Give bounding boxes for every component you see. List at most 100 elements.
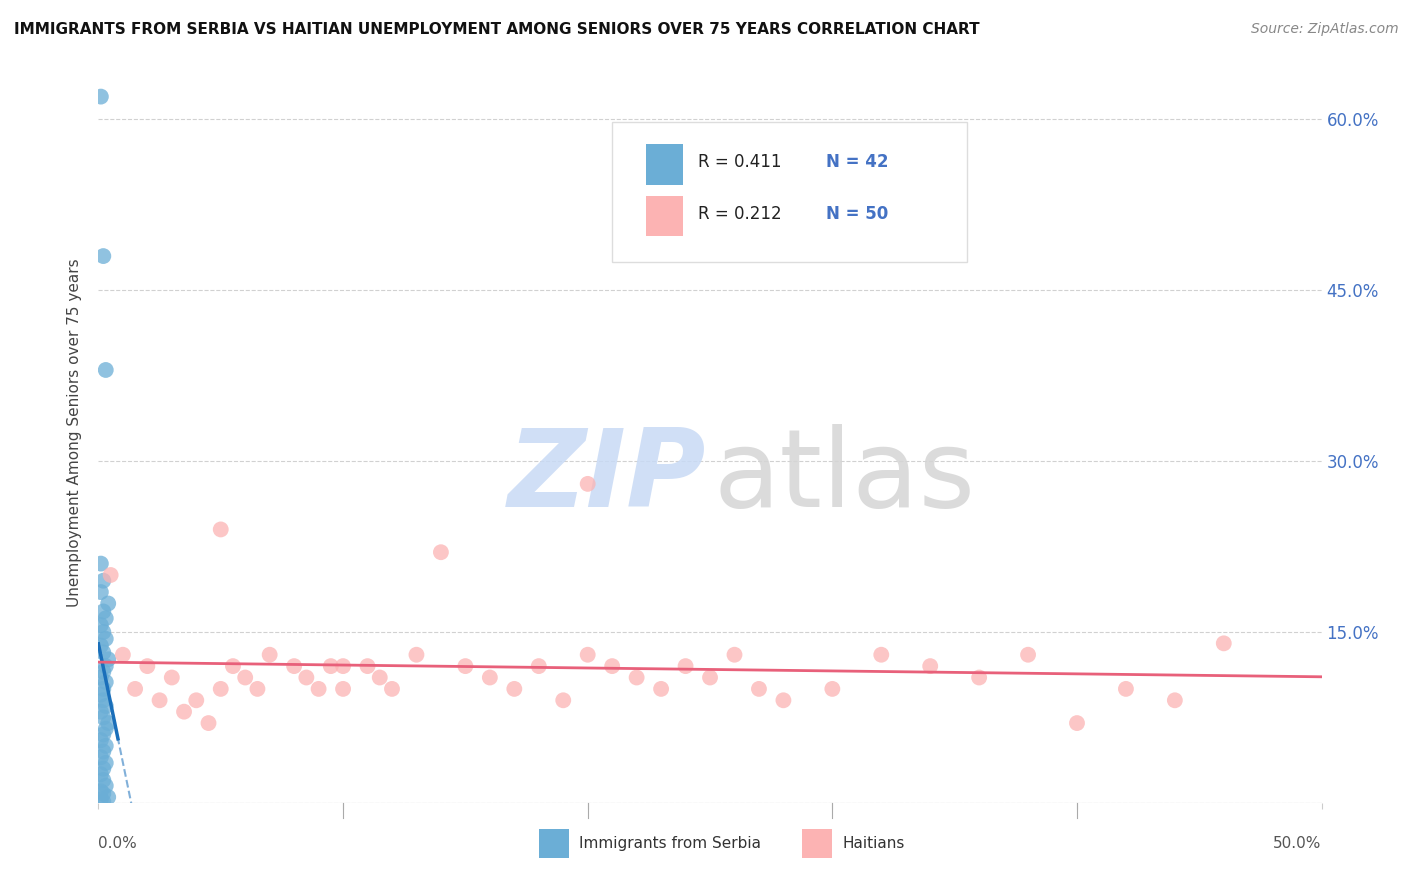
- Point: [91, 795, 114, 809]
- Point: [111, 648, 134, 662]
- Point: [94, 722, 117, 736]
- Point: [94, 611, 117, 625]
- Point: [650, 681, 672, 696]
- Point: [90, 585, 112, 599]
- Point: [430, 545, 453, 559]
- Point: [97, 597, 120, 611]
- Text: IMMIGRANTS FROM SERBIA VS HAITIAN UNEMPLOYMENT AMONG SENIORS OVER 75 YEARS CORRE: IMMIGRANTS FROM SERBIA VS HAITIAN UNEMPL…: [14, 22, 980, 37]
- FancyBboxPatch shape: [801, 829, 832, 858]
- Point: [91, 249, 114, 263]
- Point: [576, 648, 599, 662]
- Text: R = 0.411: R = 0.411: [697, 153, 782, 171]
- Point: [91, 574, 114, 588]
- Point: [90, 671, 112, 685]
- Point: [283, 659, 305, 673]
- Point: [332, 659, 354, 673]
- Point: [870, 648, 893, 662]
- Text: ZIP: ZIP: [508, 424, 706, 530]
- Point: [295, 671, 318, 685]
- Point: [90, 618, 112, 632]
- Point: [94, 675, 117, 690]
- Point: [1212, 636, 1234, 650]
- Point: [1017, 648, 1039, 662]
- Point: [90, 750, 112, 764]
- Point: [209, 681, 232, 696]
- Point: [90, 89, 112, 103]
- Point: [91, 772, 114, 787]
- Point: [94, 756, 117, 770]
- Point: [920, 659, 942, 673]
- FancyBboxPatch shape: [647, 195, 683, 236]
- Point: [90, 688, 112, 702]
- Text: 50.0%: 50.0%: [1274, 836, 1322, 851]
- FancyBboxPatch shape: [647, 144, 683, 185]
- Point: [1164, 693, 1187, 707]
- Point: [600, 659, 623, 673]
- Point: [699, 671, 721, 685]
- Text: R = 0.212: R = 0.212: [697, 205, 782, 223]
- Point: [454, 659, 477, 673]
- Point: [576, 476, 599, 491]
- Text: Haitians: Haitians: [842, 836, 904, 851]
- Point: [91, 693, 114, 707]
- Point: [91, 681, 114, 696]
- Point: [91, 665, 114, 679]
- Point: [94, 739, 117, 753]
- Text: N = 50: N = 50: [827, 205, 889, 223]
- Point: [186, 693, 208, 707]
- Point: [772, 693, 794, 707]
- Point: [478, 671, 501, 685]
- Point: [209, 523, 232, 537]
- Point: [91, 727, 114, 741]
- Point: [503, 681, 526, 696]
- Point: [97, 716, 120, 731]
- Point: [90, 639, 112, 653]
- Point: [94, 363, 117, 377]
- FancyBboxPatch shape: [538, 829, 569, 858]
- Point: [90, 705, 112, 719]
- Point: [91, 604, 114, 618]
- Point: [160, 671, 183, 685]
- Point: [91, 787, 114, 801]
- Point: [97, 790, 120, 805]
- Text: 0.0%: 0.0%: [98, 836, 138, 851]
- Point: [100, 568, 122, 582]
- Point: [967, 671, 990, 685]
- Point: [368, 671, 391, 685]
- Text: Source: ZipAtlas.com: Source: ZipAtlas.com: [1251, 22, 1399, 37]
- Point: [222, 659, 245, 673]
- Point: [821, 681, 844, 696]
- Point: [626, 671, 648, 685]
- Point: [91, 645, 114, 659]
- Point: [94, 659, 117, 673]
- Point: [91, 624, 114, 639]
- Point: [319, 659, 342, 673]
- Point: [259, 648, 281, 662]
- Point: [246, 681, 269, 696]
- Text: Immigrants from Serbia: Immigrants from Serbia: [579, 836, 761, 851]
- Point: [197, 716, 219, 731]
- Point: [90, 557, 112, 571]
- Point: [90, 792, 112, 806]
- Point: [405, 648, 427, 662]
- Point: [233, 671, 256, 685]
- Point: [723, 648, 745, 662]
- Point: [90, 767, 112, 781]
- Point: [90, 784, 112, 798]
- Point: [91, 762, 114, 776]
- Point: [332, 681, 354, 696]
- Text: atlas: atlas: [714, 424, 976, 530]
- Point: [124, 681, 146, 696]
- Point: [94, 632, 117, 646]
- Point: [90, 733, 112, 747]
- Point: [381, 681, 404, 696]
- Y-axis label: Unemployment Among Seniors over 75 years: Unemployment Among Seniors over 75 years: [67, 259, 83, 607]
- Point: [308, 681, 330, 696]
- Point: [356, 659, 378, 673]
- Point: [1066, 716, 1088, 731]
- Point: [91, 710, 114, 724]
- Text: N = 42: N = 42: [827, 153, 889, 171]
- Point: [527, 659, 550, 673]
- Point: [94, 779, 117, 793]
- Point: [748, 681, 770, 696]
